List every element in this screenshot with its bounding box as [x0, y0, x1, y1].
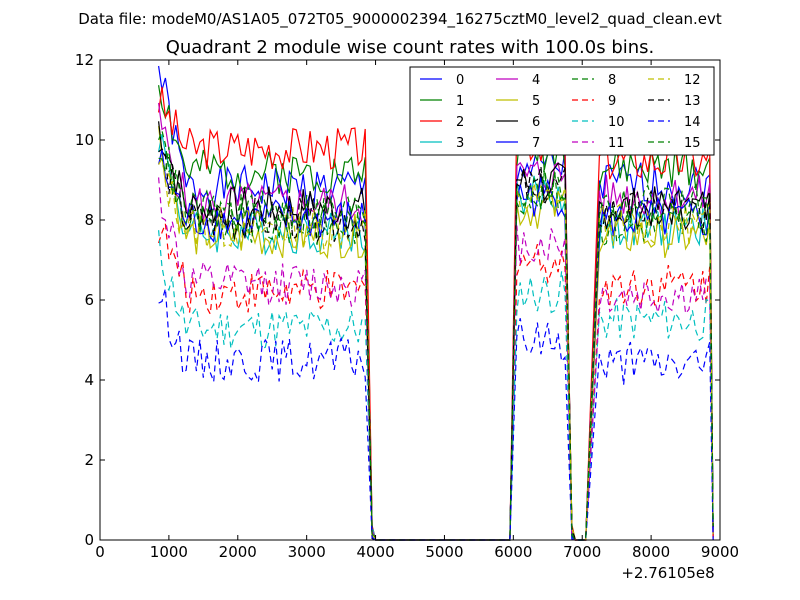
series-line-12 — [158, 156, 714, 541]
legend-label-1: 1 — [456, 94, 464, 109]
x-tick-label: 4000 — [356, 543, 394, 561]
legend-label-10: 10 — [608, 115, 625, 130]
legend-label-3: 3 — [456, 136, 464, 151]
series-line-3 — [158, 134, 714, 541]
legend-label-2: 2 — [456, 115, 464, 130]
legend-label-4: 4 — [532, 73, 540, 88]
legend-label-11: 11 — [608, 136, 625, 151]
legend-label-7: 7 — [532, 136, 540, 151]
series-line-2 — [158, 86, 714, 541]
data-file-header: Data file: modeM0/AS1A05_072T05_90000023… — [78, 10, 722, 29]
axis-ticks: 0 1000 2000 3000 4000 5000 6000 7000 8000 9000 0 2 4… — [75, 51, 739, 561]
series-line-11 — [158, 177, 714, 541]
chart-title: Quadrant 2 module wise count rates with … — [166, 37, 655, 58]
x-tick-label: 6000 — [494, 543, 532, 561]
series-lines — [158, 65, 714, 541]
x-tick-label: 9000 — [701, 543, 739, 561]
series-line-13 — [158, 147, 714, 541]
y-tick-label: 2 — [84, 451, 94, 469]
series-line-1 — [158, 85, 714, 541]
series-line-14 — [158, 288, 714, 541]
legend-label-8: 8 — [608, 73, 616, 88]
x-tick-label: 2000 — [219, 543, 257, 561]
x-tick-label: 0 — [95, 543, 105, 561]
x-axis-offset-label: +2.76105e8 — [621, 564, 714, 582]
legend-label-6: 6 — [532, 115, 540, 130]
legend-label-15: 15 — [684, 136, 701, 151]
y-tick-label: 10 — [75, 131, 94, 149]
y-tick-label: 12 — [75, 51, 94, 69]
legend-label-0: 0 — [456, 73, 464, 88]
legend-label-14: 14 — [684, 115, 701, 130]
x-tick-label: 7000 — [563, 543, 601, 561]
series-line-4 — [158, 102, 714, 541]
x-tick-label: 5000 — [425, 543, 463, 561]
x-tick-label: 1000 — [150, 543, 188, 561]
legend-label-9: 9 — [608, 94, 616, 109]
legend-label-13: 13 — [684, 94, 701, 109]
legend-box — [409, 66, 715, 156]
y-tick-label: 4 — [84, 371, 94, 389]
series-line-6 — [158, 121, 714, 541]
y-tick-label: 6 — [84, 291, 94, 309]
series-line-15 — [158, 146, 714, 541]
y-tick-label: 8 — [84, 211, 94, 229]
series-line-10 — [158, 230, 714, 541]
x-tick-label: 3000 — [288, 543, 326, 561]
legend-label-12: 12 — [684, 73, 701, 88]
legend-label-5: 5 — [532, 94, 540, 109]
y-tick-label: 0 — [84, 531, 94, 549]
x-tick-label: 8000 — [632, 543, 670, 561]
series-line-9 — [158, 223, 714, 541]
series-line-8 — [158, 128, 714, 541]
